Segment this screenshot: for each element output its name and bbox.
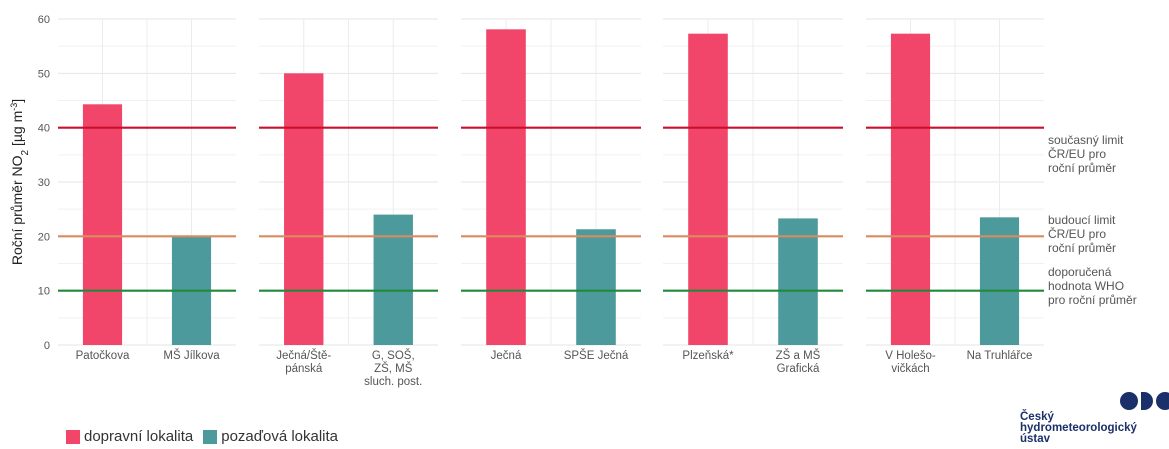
category-label: SPŠE Ječná [564,349,629,362]
chmi-logo-text: Český hydrometeorologický ústav [1020,411,1137,445]
category-label: Ječná/Ště-pánská [276,349,331,375]
category-label: Ječná [491,350,522,362]
legend-label-background: pozaďová lokalita [221,428,339,445]
bar [486,29,526,345]
y-tick-label: 60 [38,14,50,26]
y-tick-label: 40 [38,123,50,135]
y-axis-label-main: Roční průměr NO [9,155,25,265]
y-tick-label: 0 [44,340,50,352]
chart: 0 10 20 30 40 50 60 Roční průměr NO2 [µg m-3] Pa… [9,14,1137,388]
legend-swatch-traffic [66,429,80,444]
chmi-logo: Český hydrometeorologický ústav [1020,390,1169,449]
reference-line-label: budoucí limit ČR/EU pro roční průměr [1048,213,1116,255]
bar [576,229,616,345]
bar [979,217,1020,345]
y-tick-label: 20 [38,231,50,243]
category-label: V Holešo-vičkách [885,350,936,375]
bar [373,214,413,345]
category-label: MŠ Jílkova [163,349,220,362]
y-axis-label-sub: 2 [20,149,31,155]
category-label: G, SOŠ, ZŠ, MŠ sluch. post. [364,349,422,388]
legend-label-traffic: dopravní lokalita [84,428,194,445]
y-tick-label: 50 [38,68,50,80]
legend-swatch-background [203,429,218,444]
category-label: Plzeňská* [682,350,734,362]
bar [284,73,324,345]
y-tick-label: 30 [38,177,50,189]
reference-line-label: současný limit ČR/EU pro roční průměr [1048,133,1124,175]
bar [82,104,123,345]
category-label: ZŠ a MŠ Grafická [776,349,821,375]
bar [688,33,728,346]
y-axis-label: Roční průměr NO2 [µg m-3] [9,99,31,265]
y-tick-label: 10 [38,286,50,298]
chmi-logo-dots-icon [1120,392,1169,410]
legend-item-background: pozaďová lokalita [203,428,338,445]
legend: dopravní lokalita pozaďová lokalita [66,428,342,445]
reference-line-label: doporučená hodnota WHO pro roční průměr [1048,265,1137,307]
y-axis-label-sup: -3 [9,103,19,111]
category-label: Na Truhlářce [967,350,1033,362]
y-axis-label-unit: [µg m [9,111,25,150]
bar [778,218,818,345]
bar [890,33,931,346]
legend-item-traffic: dopravní lokalita [66,428,193,445]
category-label: Patočkova [76,350,130,362]
y-axis-label-close: ] [9,99,25,103]
